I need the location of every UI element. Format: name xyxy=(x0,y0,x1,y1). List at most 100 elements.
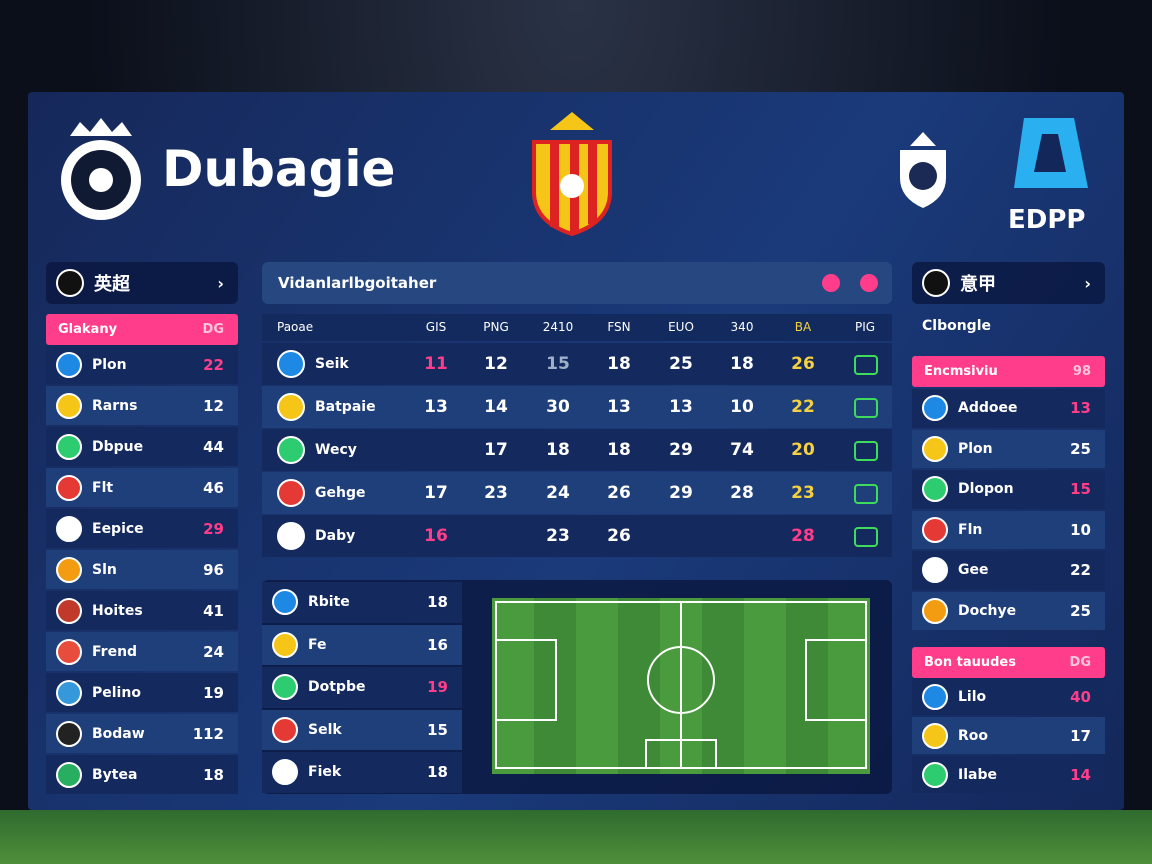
team-name: Eepice xyxy=(92,520,144,537)
team-badge xyxy=(272,759,298,786)
column-header: BA xyxy=(794,320,812,334)
cell: 18 xyxy=(546,440,570,460)
cell: 23 xyxy=(546,526,570,546)
team-name: Plon xyxy=(958,440,993,457)
club-crest xyxy=(532,112,612,236)
team-name: Rbite xyxy=(308,594,350,611)
team-value: 112 xyxy=(192,724,224,743)
team-value: 25 xyxy=(1070,601,1091,620)
team-badge xyxy=(56,638,82,665)
column-header: 340 xyxy=(730,320,754,334)
list-row: Hoites 41 xyxy=(46,591,238,630)
cell: 30 xyxy=(546,397,570,417)
list-header: Encmsiviu 98 xyxy=(912,356,1105,387)
team-name: Gee xyxy=(958,562,989,579)
cell: 15 xyxy=(546,354,570,374)
list-row: Sln 96 xyxy=(46,550,238,589)
list-row: Fe 16 xyxy=(262,624,462,665)
team-badge xyxy=(277,393,305,421)
team-name: Flt xyxy=(92,479,114,496)
team-name: Batpaie xyxy=(315,399,376,415)
status-icon xyxy=(854,441,878,461)
status-icon xyxy=(854,484,878,504)
team-badge xyxy=(56,351,82,378)
list-row: Rarns 12 xyxy=(46,386,238,425)
column-header: PIG xyxy=(854,320,876,334)
cell: 23 xyxy=(791,483,815,503)
cell: 17 xyxy=(424,483,448,503)
list-row: Fiek 18 xyxy=(262,752,462,793)
column-header: GIS xyxy=(425,320,447,334)
cell: 13 xyxy=(424,397,448,417)
brand: Dubagie xyxy=(162,140,396,198)
right-subtitle: Clbongle xyxy=(922,318,991,334)
cell: 18 xyxy=(607,440,631,460)
team-value: 13 xyxy=(1070,399,1091,418)
table-row xyxy=(262,515,892,557)
team-value: 24 xyxy=(203,642,224,661)
header-value: 98 xyxy=(1072,364,1091,379)
cell: 24 xyxy=(546,483,570,503)
team-name: Daby xyxy=(315,528,356,544)
team-badge xyxy=(56,761,82,788)
list-header: Glakany DG xyxy=(46,314,238,345)
cell: 29 xyxy=(669,440,693,460)
cell: 25 xyxy=(669,354,693,374)
team-badge xyxy=(56,474,82,501)
team-name: Seik xyxy=(315,356,349,372)
list-row: Selk 15 xyxy=(262,709,462,750)
cell: 10 xyxy=(730,397,754,417)
team-name: Dotpbe xyxy=(308,679,366,696)
team-name: Dbpue xyxy=(92,438,144,455)
team-value: 10 xyxy=(1070,520,1091,539)
cell: 13 xyxy=(607,397,631,417)
team-badge xyxy=(922,516,948,543)
list-row: Frend 24 xyxy=(46,632,238,671)
right-title-bar[interactable]: 意甲 › xyxy=(912,262,1105,304)
center-title-bar: Vidanlarlbgoitaher xyxy=(262,262,892,304)
team-badge xyxy=(272,631,298,658)
team-badge xyxy=(922,435,948,462)
list-row: Plon 22 xyxy=(46,345,238,384)
team-name: Addoee xyxy=(958,400,1018,417)
table-header-bg xyxy=(262,314,892,341)
team-badge xyxy=(56,597,82,624)
team-badge xyxy=(922,761,948,788)
column-header: PNG xyxy=(483,320,509,334)
team-badge xyxy=(277,436,305,464)
team-value: 15 xyxy=(427,720,448,739)
list-row: Bytea 18 xyxy=(46,755,238,794)
cell: 26 xyxy=(607,526,631,546)
team-name: Rarns xyxy=(92,397,138,414)
team-value: 16 xyxy=(427,635,448,654)
team-value: 14 xyxy=(1070,765,1091,784)
team-name: Selk xyxy=(308,721,342,738)
team-badge xyxy=(922,395,948,422)
team-value: 25 xyxy=(1070,439,1091,458)
team-name: Pelino xyxy=(92,684,141,701)
team-name: Hoites xyxy=(92,602,143,619)
team-value: 17 xyxy=(1070,726,1091,745)
logo-text: EDPP xyxy=(1008,205,1086,235)
team-name: Bytea xyxy=(92,766,138,783)
list-row: Plon 25 xyxy=(912,429,1105,468)
cell: 14 xyxy=(484,397,508,417)
column-header: 2410 xyxy=(542,320,574,334)
cell: 12 xyxy=(484,354,508,374)
list-row: Dlopon 15 xyxy=(912,470,1105,509)
cell: 22 xyxy=(791,397,815,417)
list-row: Dochye 25 xyxy=(912,591,1105,630)
team-name: Dochye xyxy=(958,602,1017,619)
header-value: DG xyxy=(1069,655,1091,670)
team-badge xyxy=(56,556,82,583)
list-row: Addoee 13 xyxy=(912,389,1105,428)
team-badge xyxy=(922,722,948,749)
team-name: Dlopon xyxy=(958,481,1014,498)
table-row xyxy=(262,472,892,514)
team-value: 46 xyxy=(203,478,224,497)
list-row: Dotpbe 19 xyxy=(262,667,462,708)
grass xyxy=(0,810,1152,864)
left-title-bar[interactable]: 英超 › xyxy=(46,262,238,304)
team-name: Bodaw xyxy=(92,725,145,742)
